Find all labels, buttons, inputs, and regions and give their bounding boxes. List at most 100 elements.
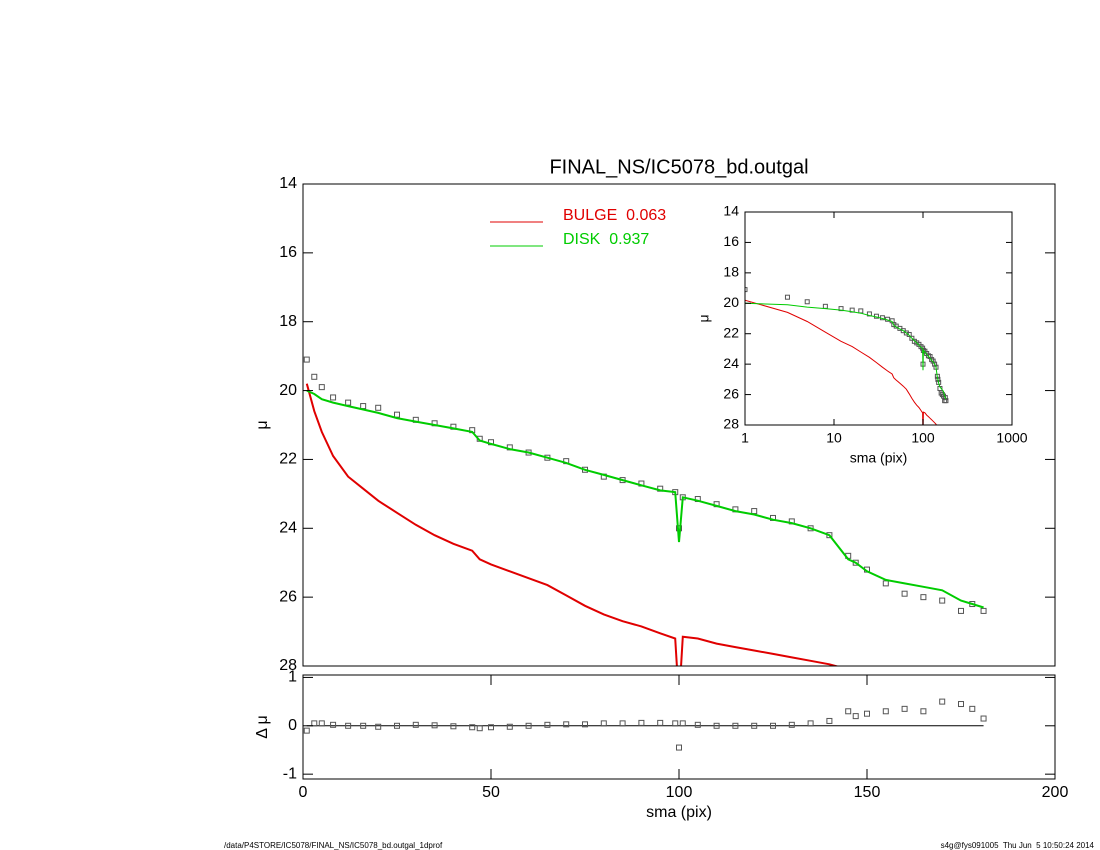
data-point (476, 725, 483, 732)
x-tick-label: 50 (482, 784, 500, 801)
data-point (582, 721, 588, 728)
legend-label: DISK 0.937 (563, 231, 649, 248)
y-tick-label: 16 (279, 244, 297, 261)
data-point (745, 287, 748, 293)
data-point (901, 705, 908, 712)
data-point (852, 713, 859, 720)
plot-frame (744, 211, 1013, 426)
data-point (318, 720, 325, 727)
data-point (980, 607, 987, 614)
x-tick-label: 200 (1042, 784, 1069, 801)
data-point (657, 719, 664, 726)
data-point (732, 722, 739, 729)
footer-right: s4g@fys091005 Thu Jun 5 10:50:24 2014 (941, 841, 1095, 850)
data-point (330, 394, 337, 401)
data-point (375, 723, 382, 730)
data-point (906, 331, 912, 337)
data-point (969, 705, 976, 712)
data-point (852, 559, 859, 566)
y-tick-label: 1 (288, 669, 297, 686)
x-tick-label: 0 (299, 784, 308, 801)
data-point (506, 723, 513, 730)
y-tick-label: 28 (723, 416, 739, 432)
data-point (713, 722, 720, 729)
data-point (303, 727, 310, 734)
y-tick-label: -1 (283, 765, 297, 782)
data-point (311, 373, 318, 380)
y-tick-label: 0 (288, 717, 297, 734)
data-point (488, 724, 494, 731)
data-point (980, 715, 987, 722)
data-point (882, 580, 889, 587)
data-point (544, 721, 551, 728)
data-point (375, 404, 382, 411)
data-point (469, 724, 476, 731)
data-point (942, 395, 948, 401)
plot-area (303, 698, 987, 751)
y-tick-label: 26 (723, 385, 739, 401)
data-point (807, 720, 814, 727)
x-axis-label: sma (pix) (646, 804, 712, 821)
data-point (394, 722, 400, 729)
y-tick-label: 24 (279, 520, 297, 537)
data-point (751, 508, 758, 515)
plot-frame (302, 183, 1056, 667)
data-point (619, 720, 626, 727)
data-point (694, 721, 701, 728)
data-point (345, 722, 352, 729)
data-point (932, 361, 938, 367)
footer-left: /data/P4STORE/IC5078/FINAL_NS/IC5078_bd.… (224, 841, 443, 850)
y-axis-label: μ (696, 314, 712, 322)
data-point (845, 708, 852, 715)
data-point (788, 721, 795, 728)
plot-area (303, 356, 987, 666)
plot-area (745, 287, 949, 425)
x-tick-label: 100 (911, 430, 935, 446)
x-axis-label: sma (pix) (850, 450, 908, 466)
y-tick-label: 22 (279, 451, 297, 468)
data-point (311, 720, 318, 727)
data-point (450, 723, 457, 730)
y-tick-label: 28 (279, 657, 297, 674)
y-tick-label: 14 (279, 175, 297, 192)
y-tick-label: 20 (723, 294, 739, 310)
legend-label: BULGE 0.063 (563, 207, 666, 224)
data-point (864, 710, 870, 717)
data-point (679, 720, 686, 727)
data-point (958, 701, 964, 708)
x-tick-label: 100 (666, 784, 693, 801)
data-point (804, 299, 810, 305)
data-point (858, 308, 864, 314)
data-point (360, 722, 367, 729)
y-tick-label: 18 (279, 313, 297, 330)
data-point (770, 722, 776, 729)
x-tick-label: 1000 (996, 430, 1027, 446)
chart-title: FINAL_NS/IC5078_bd.outgal (549, 156, 808, 178)
data-point (920, 594, 927, 601)
y-tick-label: 24 (723, 355, 739, 371)
data-point (920, 708, 927, 715)
series-line (306, 389, 984, 609)
data-point (901, 590, 908, 597)
data-point (600, 720, 607, 727)
x-tick-label: 1 (741, 430, 749, 446)
data-point (939, 597, 946, 604)
y-axis-label: Δ μ (254, 715, 271, 738)
data-point (822, 303, 828, 309)
y-tick-label: 20 (279, 382, 297, 399)
series-line (745, 302, 947, 400)
data-point (330, 721, 337, 728)
y-tick-label: 18 (723, 264, 739, 280)
data-point (303, 356, 310, 363)
y-axis-label: μ (254, 420, 271, 429)
data-point (882, 708, 889, 715)
data-point (318, 384, 325, 391)
y-tick-label: 22 (723, 324, 739, 340)
data-point (751, 722, 758, 729)
data-point (563, 721, 570, 728)
data-point (394, 411, 400, 418)
x-tick-label: 10 (826, 430, 842, 446)
data-point (958, 607, 964, 614)
data-point (345, 399, 352, 406)
